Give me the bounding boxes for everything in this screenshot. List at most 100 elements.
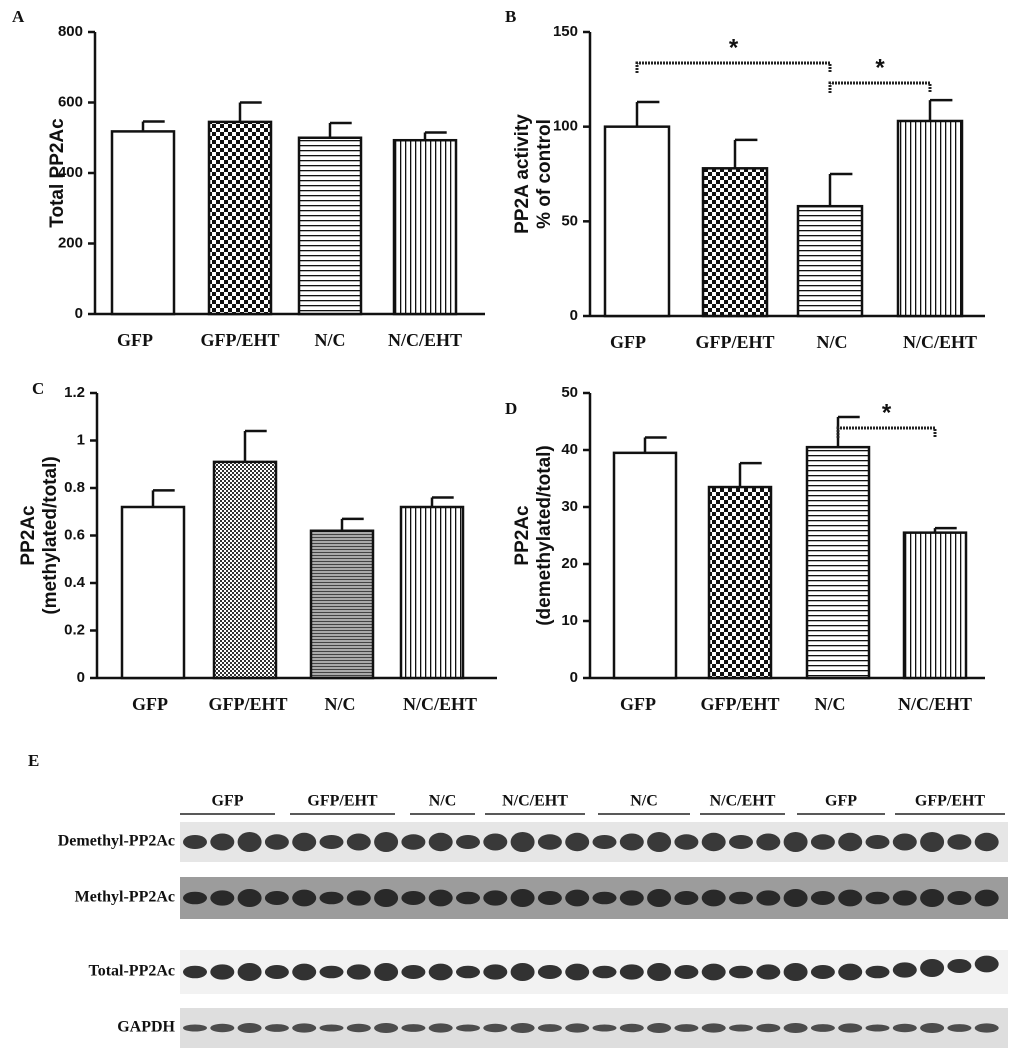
blot-band bbox=[346, 1023, 371, 1033]
lane-group-label: GFP bbox=[212, 793, 244, 810]
significance-bracket bbox=[828, 81, 932, 93]
blot-band bbox=[510, 1023, 535, 1033]
x-tick-label: GFP/EHT bbox=[208, 694, 287, 714]
lane-group-label: N/C bbox=[630, 793, 658, 810]
x-tick-label: N/C bbox=[817, 332, 848, 352]
blot-band bbox=[920, 959, 945, 977]
blot-band bbox=[537, 891, 562, 905]
blot-band bbox=[619, 964, 644, 980]
blot-band bbox=[510, 832, 535, 852]
lane-group-label: GFP bbox=[825, 793, 857, 810]
lane-group-label: N/C/EHT bbox=[502, 793, 568, 810]
blot-band bbox=[565, 832, 590, 852]
y-tick-label: 30 bbox=[561, 498, 578, 515]
blot-band bbox=[428, 832, 453, 852]
blot-band bbox=[647, 963, 672, 981]
blot-band bbox=[756, 890, 781, 906]
blot-band bbox=[183, 1024, 207, 1032]
blot-band bbox=[292, 889, 317, 907]
blot-band bbox=[401, 1024, 426, 1032]
western-blot: E GFP GFP/EHT N/C N/C/EHT N/C N/C/EHT GFP GFP/EH… bbox=[28, 751, 1008, 1048]
x-tick-label: N/C bbox=[325, 694, 356, 714]
bar bbox=[707, 485, 773, 680]
blot-band bbox=[838, 1023, 863, 1033]
blot-band bbox=[701, 889, 726, 907]
blot-band bbox=[319, 965, 344, 979]
blot-band bbox=[319, 835, 344, 849]
blot-band bbox=[838, 963, 863, 981]
blot-band bbox=[619, 890, 644, 906]
y-axis-label: (demethylated/total) bbox=[534, 445, 555, 626]
bar bbox=[701, 167, 769, 318]
x-tick-label: N/C bbox=[315, 330, 346, 350]
y-tick-label: 0 bbox=[75, 305, 83, 322]
blot-band bbox=[456, 965, 480, 979]
blot-band bbox=[892, 962, 917, 978]
blot-band bbox=[838, 832, 863, 852]
y-tick-label: 800 bbox=[58, 23, 83, 40]
blot-band bbox=[483, 890, 508, 906]
x-tick-label: N/C/EHT bbox=[898, 694, 972, 714]
blot-band bbox=[810, 965, 835, 979]
blot-band bbox=[947, 1024, 972, 1032]
blot-band bbox=[974, 832, 999, 852]
y-tick-label: 0 bbox=[570, 669, 578, 686]
y-tick-label: 200 bbox=[58, 234, 83, 251]
bar bbox=[110, 130, 176, 316]
x-tick-label: GFP bbox=[132, 694, 168, 714]
significance-label: * bbox=[729, 34, 739, 61]
bar bbox=[603, 125, 671, 318]
y-tick-label: 400 bbox=[58, 164, 83, 181]
blot-band bbox=[346, 964, 371, 980]
blot-band bbox=[210, 964, 235, 980]
blot-band bbox=[920, 889, 945, 907]
blot-band bbox=[783, 832, 808, 852]
blot-band bbox=[401, 891, 426, 905]
blot-band bbox=[510, 963, 535, 981]
y-tick-label: 150 bbox=[553, 23, 578, 40]
blot-band bbox=[619, 1023, 644, 1033]
blot-band bbox=[319, 891, 344, 905]
blot-band bbox=[565, 889, 590, 907]
significance-label: * bbox=[875, 54, 885, 81]
blot-band bbox=[729, 891, 753, 905]
blot-band bbox=[783, 1023, 808, 1033]
blot-band bbox=[346, 833, 371, 851]
blot-band bbox=[756, 964, 781, 980]
blot-band bbox=[756, 833, 781, 851]
blot-band bbox=[346, 890, 371, 906]
blot-band bbox=[456, 891, 480, 905]
blot-band bbox=[674, 891, 699, 905]
panel-letter: A bbox=[12, 7, 25, 26]
bar bbox=[297, 136, 363, 316]
blot-band bbox=[183, 891, 207, 905]
y-tick-label: 50 bbox=[561, 212, 578, 229]
blot-band bbox=[210, 890, 235, 906]
y-tick-label: 20 bbox=[561, 555, 578, 572]
blot-band bbox=[865, 1024, 890, 1032]
blot-band bbox=[674, 1024, 699, 1032]
blot-band bbox=[537, 965, 562, 979]
blot-band bbox=[783, 963, 808, 981]
y-tick-label: 10 bbox=[561, 612, 578, 629]
blot-band bbox=[264, 1024, 289, 1032]
panel-letter: E bbox=[28, 751, 39, 770]
blot-band bbox=[647, 1023, 672, 1033]
blot-band bbox=[319, 1024, 344, 1032]
blot-band bbox=[510, 889, 535, 907]
blot-band bbox=[374, 963, 399, 981]
significance-bracket bbox=[635, 61, 832, 73]
blot-band bbox=[237, 832, 262, 852]
bar bbox=[805, 445, 871, 680]
blot-band bbox=[264, 891, 289, 905]
lane-group-label: GFP/EHT bbox=[915, 793, 986, 810]
blot-band bbox=[401, 965, 426, 979]
blot-band bbox=[974, 889, 999, 907]
x-tick-label: N/C/EHT bbox=[903, 332, 977, 352]
blot-band bbox=[892, 890, 917, 906]
blot-band bbox=[537, 1024, 562, 1032]
lane-group-label: N/C/EHT bbox=[710, 793, 776, 810]
blot-band bbox=[756, 1023, 781, 1033]
blot-band bbox=[374, 832, 399, 852]
